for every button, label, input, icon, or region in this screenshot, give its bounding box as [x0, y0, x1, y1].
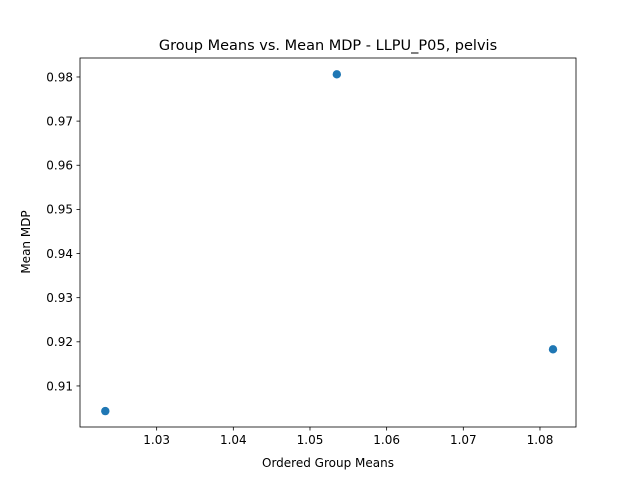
data-points [101, 70, 558, 416]
data-point [332, 70, 342, 79]
y-axis: 0.91 0.92 0.93 0.94 0.95 0.96 0.97 0.98 [46, 70, 80, 393]
x-tick-label: 1.06 [373, 433, 400, 447]
y-axis-title: Mean MDP [19, 210, 33, 273]
y-tick-label: 0.94 [46, 247, 73, 261]
x-axis: 1.03 1.04 1.05 1.06 1.07 1.08 [143, 427, 553, 447]
plot-area [79, 57, 577, 428]
y-tick-label: 0.93 [46, 291, 73, 305]
x-tick-label: 1.08 [527, 433, 554, 447]
data-point [548, 345, 558, 354]
x-tick-label: 1.05 [297, 433, 324, 447]
x-axis-title: Ordered Group Means [262, 456, 394, 470]
x-tick-label: 1.04 [220, 433, 247, 447]
y-tick-label: 0.95 [46, 203, 73, 217]
y-tick-label: 0.96 [46, 159, 73, 173]
x-tick-label: 1.07 [450, 433, 477, 447]
data-point [101, 406, 110, 416]
y-tick-label: 0.97 [46, 114, 73, 128]
y-tick-label: 0.98 [46, 70, 73, 84]
y-tick-label: 0.92 [46, 335, 73, 349]
chart-title: Group Means vs. Mean MDP - LLPU_P05, pel… [159, 38, 497, 54]
y-tick-label: 0.91 [46, 379, 73, 393]
x-tick-label: 1.03 [143, 433, 170, 447]
